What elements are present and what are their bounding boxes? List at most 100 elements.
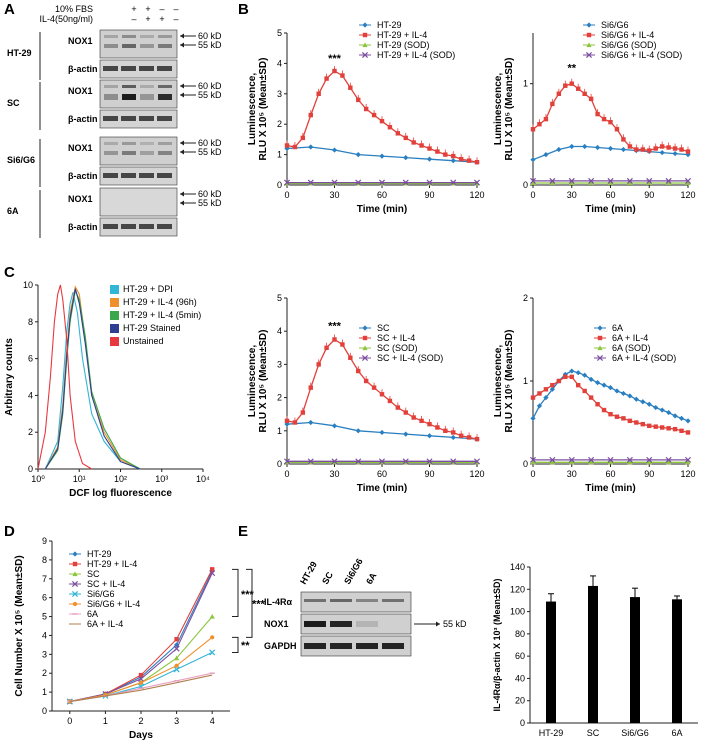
condition-mark: + bbox=[145, 14, 150, 24]
y-axis-label: Arbitrary counts bbox=[4, 338, 15, 416]
data-point bbox=[568, 456, 575, 463]
x-axis-label: Time (min) bbox=[585, 204, 635, 215]
data-point bbox=[549, 456, 556, 463]
legend-entry: HT-29 + IL-4 (96h) bbox=[123, 297, 197, 307]
y-tick-label: 100 bbox=[510, 607, 525, 617]
condition-mark: – bbox=[131, 14, 136, 24]
data-point bbox=[594, 144, 601, 151]
x-axis-label: Time (min) bbox=[585, 483, 635, 494]
blot-band bbox=[122, 44, 136, 48]
y-tick-label: 8 bbox=[28, 317, 33, 327]
legend-marker bbox=[72, 571, 78, 577]
data-point bbox=[627, 144, 633, 149]
data-point bbox=[595, 402, 600, 407]
legend-entry: HT-29 + IL-4 bbox=[377, 30, 427, 40]
series-line bbox=[44, 285, 141, 470]
legend-entry: HT-29 (SOD) bbox=[377, 40, 430, 50]
size-label: 60 kD bbox=[198, 189, 222, 199]
data-point bbox=[556, 146, 562, 153]
data-point bbox=[473, 458, 481, 465]
chart-C-right: 0 30 60 90 120 0 1 2 Time (min) Luminescence, RLU … bbox=[493, 293, 696, 494]
data-point bbox=[307, 179, 314, 186]
panel-label-c: C bbox=[4, 264, 15, 281]
data-point bbox=[284, 143, 290, 148]
data-point bbox=[626, 177, 633, 184]
blot-row-label: β-actin bbox=[68, 222, 98, 232]
y-tick-label: 20 bbox=[515, 696, 525, 706]
data-point bbox=[588, 459, 594, 465]
significance-bracket bbox=[246, 568, 253, 638]
blot-band bbox=[140, 85, 154, 88]
legend-entry: SC bbox=[377, 323, 390, 333]
legend-marker bbox=[596, 354, 604, 362]
blot-band bbox=[139, 173, 154, 178]
legend-marker bbox=[597, 345, 603, 351]
data-point bbox=[556, 378, 562, 384]
y-axis-label: Luminescence, bbox=[493, 345, 504, 417]
data-point bbox=[451, 430, 456, 435]
y-tick-label: 2 bbox=[28, 427, 33, 437]
data-point bbox=[562, 371, 568, 377]
legend-marker bbox=[362, 335, 368, 341]
data-point bbox=[678, 415, 685, 421]
data-point bbox=[588, 180, 594, 186]
x-tick-label: 1 bbox=[103, 716, 108, 726]
blot-band bbox=[103, 173, 118, 178]
data-point bbox=[379, 429, 385, 436]
legend-entry: HT-29 bbox=[87, 549, 112, 559]
data-point bbox=[575, 370, 581, 376]
data-point bbox=[582, 372, 588, 378]
data-point bbox=[174, 637, 179, 642]
data-point bbox=[588, 395, 594, 400]
condition-mark: + bbox=[131, 4, 136, 14]
data-point bbox=[634, 420, 639, 425]
arrow-head bbox=[180, 149, 184, 155]
blot-band bbox=[121, 66, 136, 71]
data-point bbox=[569, 143, 575, 150]
data-point bbox=[647, 423, 652, 429]
blot-band bbox=[158, 142, 172, 145]
data-point bbox=[672, 150, 678, 157]
blot-band bbox=[104, 44, 118, 48]
x-tick-label: 90 bbox=[424, 190, 434, 200]
data-point bbox=[614, 388, 620, 394]
data-point bbox=[426, 458, 433, 465]
x-tick-label: 10⁰ bbox=[31, 474, 45, 484]
legend-marker bbox=[71, 590, 79, 598]
legend-marker bbox=[597, 325, 603, 331]
panel-label-d: D bbox=[4, 523, 15, 540]
x-axis-label: DCF log fluorescence bbox=[69, 488, 172, 499]
data-point bbox=[653, 404, 659, 411]
data-point bbox=[307, 458, 314, 465]
x-tick-label: 90 bbox=[644, 190, 654, 200]
data-point bbox=[209, 649, 216, 656]
blot-band bbox=[104, 142, 118, 145]
data-point bbox=[174, 655, 180, 661]
data-point bbox=[607, 145, 614, 152]
data-point bbox=[473, 179, 481, 186]
blot-band bbox=[304, 643, 326, 649]
y-axis-label: RLU X 10⁵ (Mean±SD) bbox=[504, 58, 515, 161]
data-point bbox=[659, 407, 665, 413]
blot-row-label: IL-4Rα bbox=[264, 597, 293, 607]
y-tick-label: 0 bbox=[523, 180, 528, 190]
data-point bbox=[308, 419, 314, 426]
bar bbox=[546, 601, 556, 723]
chart-B-left: 0 30 60 90 120 0 1 2 3 4 5 Time (min) Luminescence, R… bbox=[247, 20, 485, 215]
data-point bbox=[331, 458, 338, 465]
x-tick-label: 10⁴ bbox=[196, 474, 210, 484]
size-label: 55 kD bbox=[198, 40, 222, 50]
x-axis-label: Time (min) bbox=[357, 483, 407, 494]
y-tick-label: 5 bbox=[42, 612, 47, 622]
data-point bbox=[549, 177, 556, 184]
y-tick-label: 10 bbox=[23, 280, 33, 290]
data-point bbox=[666, 426, 671, 431]
y-tick-label: 60 bbox=[515, 651, 525, 661]
legend-entry: HT-29 + IL-4 (5min) bbox=[123, 310, 201, 320]
blot-band bbox=[158, 151, 172, 155]
y-tick-label: 1 bbox=[277, 426, 282, 436]
lane-label: 6A bbox=[364, 571, 379, 586]
blot-band bbox=[104, 151, 118, 155]
x-tick-label: 60 bbox=[377, 190, 387, 200]
